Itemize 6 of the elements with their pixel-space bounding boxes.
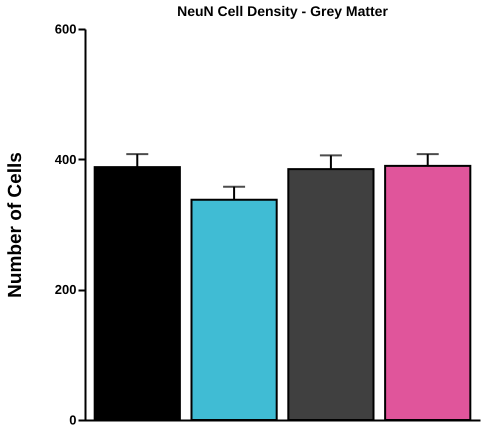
y-tick-label: 400 (54, 152, 76, 167)
y-tick-label: 200 (54, 282, 76, 298)
chart-title: NeuN Cell Density - Grey Matter (177, 3, 388, 19)
y-tick-label: 600 (54, 22, 76, 36)
y-tick-label: 0 (69, 412, 76, 428)
y-axis-title: Number of Cells (4, 152, 26, 298)
